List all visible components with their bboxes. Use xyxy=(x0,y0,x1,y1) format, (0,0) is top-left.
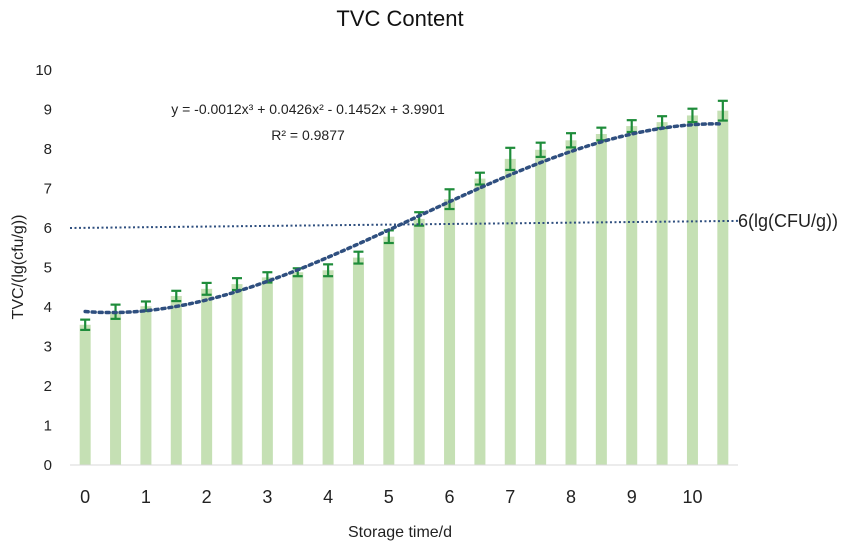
error-bar xyxy=(687,107,698,124)
error-bar xyxy=(444,188,455,211)
threshold-label: 6(lg(CFU/g)) xyxy=(738,211,838,231)
chart-title: TVC Content xyxy=(336,6,463,31)
bar xyxy=(140,306,152,465)
x-tick-label: 9 xyxy=(627,487,637,507)
error-bar xyxy=(80,318,91,332)
bar xyxy=(292,272,304,465)
bar xyxy=(686,115,698,466)
y-tick-label: 3 xyxy=(44,339,52,356)
bar xyxy=(656,122,668,465)
error-bar xyxy=(201,281,212,296)
bar xyxy=(261,277,273,465)
bar-series xyxy=(79,110,729,466)
y-axis-ticks: 0 1 2 3 4 5 6 7 8 9 10 xyxy=(35,62,52,474)
x-tick-label: 8 xyxy=(566,487,576,507)
y-tick-label: 2 xyxy=(44,378,52,395)
bar xyxy=(383,236,395,465)
x-tick-label: 10 xyxy=(682,487,702,507)
y-axis-title: TVC/(lg(cfu/g)) xyxy=(10,215,27,320)
bar xyxy=(201,288,213,465)
bar xyxy=(413,218,425,465)
trendline-r-squared: R² = 0.9877 xyxy=(271,127,345,143)
bar xyxy=(474,178,486,465)
bar xyxy=(565,140,577,465)
y-tick-label: 9 xyxy=(44,102,52,119)
threshold-line xyxy=(69,219,739,229)
x-axis-ticks: 0 1 2 3 4 5 6 7 8 9 10 xyxy=(80,487,702,507)
y-tick-label: 7 xyxy=(44,181,52,198)
bar xyxy=(110,311,122,465)
error-bar xyxy=(566,132,576,149)
y-tick-label: 6 xyxy=(44,220,52,237)
bar xyxy=(535,149,547,466)
x-axis-title: Storage time/d xyxy=(348,524,452,541)
error-bar-series xyxy=(80,99,728,332)
x-tick-label: 5 xyxy=(384,487,394,507)
bar xyxy=(717,110,729,465)
x-tick-label: 2 xyxy=(202,487,212,507)
y-tick-label: 4 xyxy=(44,299,52,316)
y-tick-label: 5 xyxy=(44,260,52,277)
bar xyxy=(170,295,182,465)
x-tick-label: 3 xyxy=(262,487,272,507)
y-tick-label: 1 xyxy=(44,418,52,435)
x-tick-label: 6 xyxy=(445,487,455,507)
error-bar xyxy=(323,263,334,278)
bar xyxy=(444,199,456,466)
bar xyxy=(79,324,91,465)
x-tick-label: 1 xyxy=(141,487,151,507)
error-bar xyxy=(717,99,728,122)
error-bar xyxy=(171,289,182,303)
bar xyxy=(504,158,516,465)
y-tick-label: 0 xyxy=(44,457,52,474)
x-tick-label: 7 xyxy=(505,487,515,507)
bar xyxy=(322,270,334,465)
x-tick-label: 4 xyxy=(323,487,333,507)
y-tick-label: 8 xyxy=(44,141,52,158)
error-bar xyxy=(353,250,364,265)
error-bar xyxy=(535,141,546,158)
bar xyxy=(231,284,243,465)
trendline-equation: y = -0.0012x³ + 0.0426x² - 0.1452x + 3.9… xyxy=(171,101,445,117)
error-bar xyxy=(505,146,516,172)
polynomial-trendline xyxy=(83,122,725,315)
y-tick-label: 10 xyxy=(35,62,52,79)
x-tick-label: 0 xyxy=(80,487,90,507)
bar xyxy=(352,257,364,465)
bar xyxy=(626,126,638,465)
bar xyxy=(595,133,607,466)
